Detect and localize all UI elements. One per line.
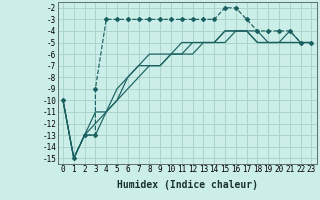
X-axis label: Humidex (Indice chaleur): Humidex (Indice chaleur) [117,180,258,190]
